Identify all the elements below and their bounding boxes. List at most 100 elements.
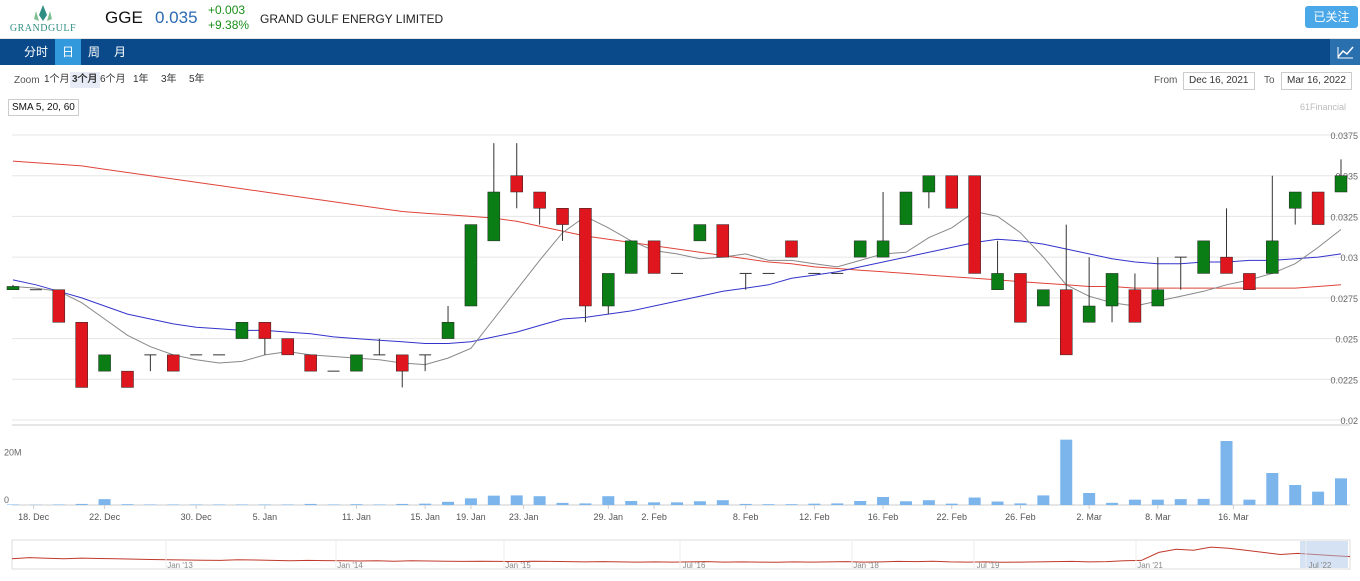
x-tick-label: 22. Feb: [936, 512, 967, 522]
candle-up: [487, 191, 501, 242]
zoom-5y-button[interactable]: 5年: [189, 74, 205, 85]
sma-legend: SMA 5, 20, 60: [8, 99, 79, 116]
y-tick-label: 0.0225: [1330, 375, 1358, 385]
candle-down: [945, 175, 959, 209]
price-chart[interactable]: 0.03750.0350.03250.030.02750.0250.02250.…: [0, 95, 1360, 581]
volume-tick-label: 0: [4, 495, 9, 505]
candle-up: [853, 240, 867, 258]
navigator-frame: [11, 539, 1351, 570]
x-tick-label: 8. Feb: [733, 512, 759, 522]
volume-bar: [144, 504, 157, 505]
x-tick-label: 2. Feb: [641, 512, 667, 522]
company-logo: GRANDGULF: [8, 3, 78, 35]
navigator-tick-label: Jan '13: [167, 561, 193, 570]
navigator-tick-label: Jul '16: [683, 561, 706, 570]
x-tick-label: 23. Jan: [509, 512, 539, 522]
y-tick-label: 0.0325: [1330, 212, 1358, 222]
volume-bar: [579, 503, 592, 505]
volume-bar: [419, 503, 432, 505]
to-date-input[interactable]: Mar 16, 2022: [1281, 72, 1352, 90]
volume-bar: [1289, 485, 1302, 505]
volume-bar: [281, 504, 294, 505]
volume-bar: [877, 497, 890, 505]
sma20-line: [12, 238, 1342, 344]
volume-bar: [396, 503, 409, 505]
candle-down: [1128, 289, 1142, 323]
zoom-1m-button[interactable]: 1个月: [44, 74, 70, 85]
volume-bar: [235, 504, 248, 505]
candle-up: [350, 354, 363, 372]
sma60-line: [12, 160, 1342, 289]
x-tick-label: 5. Jan: [253, 512, 278, 522]
candle-down: [716, 224, 730, 258]
logo-leaves-icon: [34, 5, 52, 21]
y-tick-label: 0.0375: [1330, 131, 1358, 141]
volume-bar: [510, 495, 523, 505]
candle-down: [1014, 273, 1027, 323]
volume-bar: [533, 496, 546, 505]
navigator-tick-label: Jan '15: [505, 561, 531, 570]
volume-bar: [464, 498, 477, 505]
volume-bar: [304, 503, 317, 505]
volume-bar: [121, 504, 134, 505]
candle-up: [922, 175, 936, 193]
to-label: To: [1264, 75, 1275, 86]
candle-up: [624, 240, 638, 274]
volume-bar: [1220, 441, 1233, 505]
candle-down: [556, 208, 569, 225]
candle-up: [1105, 273, 1119, 307]
volume-bar: [350, 504, 363, 505]
candle-up: [1151, 289, 1165, 307]
volume-bar: [991, 501, 1004, 505]
volume-bar: [1060, 439, 1073, 505]
candle-down: [1059, 289, 1073, 356]
tab-monthly[interactable]: 月: [113, 45, 126, 59]
x-tick-label: 12. Feb: [799, 512, 830, 522]
from-date-input[interactable]: Dec 16, 2021: [1183, 72, 1255, 90]
candle-up: [1288, 191, 1302, 209]
volume-bar: [831, 503, 844, 505]
tab-weekly[interactable]: 周: [87, 45, 100, 59]
tab-daily[interactable]: 日: [55, 39, 81, 65]
x-tick-label: 29. Jan: [594, 512, 624, 522]
volume-bar: [899, 501, 912, 505]
candle-up: [876, 240, 890, 258]
candle-up: [1334, 175, 1348, 193]
volume-tick-label: 20M: [4, 448, 22, 458]
x-tick-label: 26. Feb: [1005, 512, 1036, 522]
candle-up: [1266, 240, 1279, 274]
volume-bar: [968, 497, 981, 505]
volume-bar: [7, 504, 19, 505]
volume-bar: [442, 501, 455, 505]
candle-up: [693, 224, 707, 242]
navigator-tick-label: Jan '14: [337, 561, 363, 570]
volume-bar: [1151, 499, 1164, 505]
x-tick-label: 16. Mar: [1218, 512, 1249, 522]
candle-up: [6, 286, 20, 290]
x-tick-label: 2. Mar: [1076, 512, 1102, 522]
x-tick-label: 19. Jan: [456, 512, 486, 522]
y-tick-label: 0.02: [1340, 416, 1358, 426]
change-absolute: +0.003: [208, 3, 246, 17]
candle-down: [1220, 256, 1233, 274]
zoom-3y-button[interactable]: 3年: [161, 74, 177, 85]
candle-down: [1243, 273, 1256, 290]
candle-up: [98, 354, 111, 372]
tab-intraday[interactable]: 分时: [23, 45, 48, 59]
price-change: +0.003 +9.38%: [208, 3, 249, 33]
candle-down: [968, 175, 981, 274]
volume-bar: [1266, 473, 1279, 505]
volume-bar: [945, 503, 958, 505]
candle-up: [991, 273, 1004, 290]
line-chart-icon[interactable]: [1330, 39, 1360, 65]
zoom-1y-button[interactable]: 1年: [133, 74, 149, 85]
navigator-tick-label: Jan '21: [1137, 561, 1163, 570]
candle-up: [441, 322, 455, 339]
candle-up: [235, 322, 249, 339]
zoom-3m-button[interactable]: 3个月: [70, 72, 100, 88]
follow-button[interactable]: 已关注: [1305, 6, 1358, 28]
zoom-6m-button[interactable]: 6个月: [100, 74, 126, 85]
volume-bar: [739, 503, 752, 505]
volume-bar: [602, 496, 615, 505]
y-tick-label: 0.03: [1340, 253, 1358, 263]
